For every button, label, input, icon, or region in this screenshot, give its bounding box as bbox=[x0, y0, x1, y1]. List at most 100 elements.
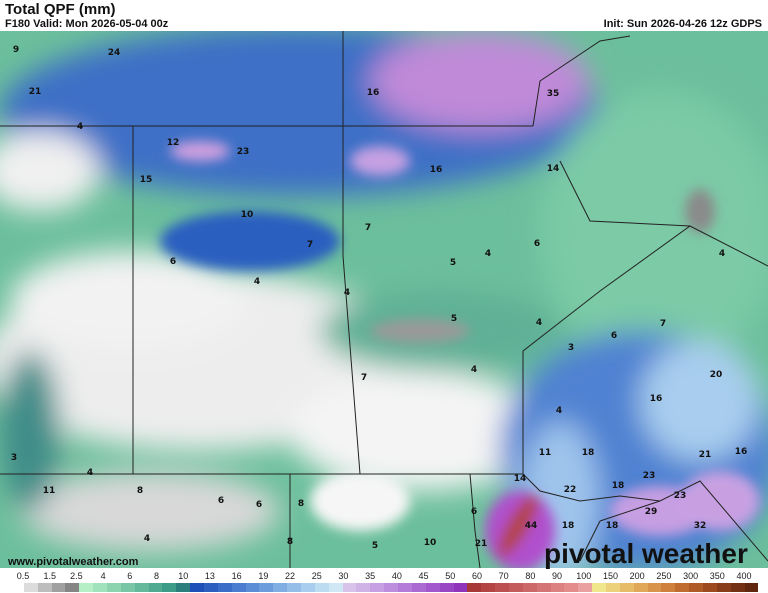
colorbar-swatch bbox=[190, 583, 205, 592]
precip-value-label: 21 bbox=[29, 87, 42, 97]
colorbar-swatch bbox=[647, 583, 662, 592]
colorbar-swatch bbox=[217, 583, 232, 592]
colorbar-label: 1.5 bbox=[43, 571, 56, 581]
precip-value-label: 4 bbox=[536, 318, 542, 328]
precip-value-label: 16 bbox=[735, 447, 748, 457]
colorbar-label: 6 bbox=[127, 571, 133, 581]
colorbar-labels: 0.5 1.5 2.5 4 6 8 10 13 16 19 22 25 30 35 40 45 50 60 70 80… bbox=[0, 571, 768, 582]
colorbar-label: 13 bbox=[204, 571, 215, 581]
colorbar-label: 25 bbox=[311, 571, 322, 581]
colorbar-swatch bbox=[675, 583, 690, 592]
colorbar-swatch bbox=[370, 583, 385, 592]
colorbar-swatch bbox=[564, 583, 579, 592]
precip-value-label: 4 bbox=[485, 249, 491, 259]
precip-value-label: 6 bbox=[256, 500, 262, 510]
border-line bbox=[0, 225, 768, 475]
colorbar-label: 16 bbox=[231, 571, 242, 581]
precip-value-label: 4 bbox=[556, 406, 562, 416]
colorbar-label: 10 bbox=[178, 571, 189, 581]
precip-value-label: 35 bbox=[547, 89, 560, 99]
colorbar-label: 250 bbox=[656, 571, 672, 581]
colorbar-swatch bbox=[384, 583, 399, 592]
border-line bbox=[522, 473, 768, 562]
precip-value-label: 23 bbox=[237, 147, 250, 157]
precip-value-label: 4 bbox=[87, 468, 93, 478]
colorbar-swatch bbox=[356, 583, 371, 592]
colorbar-label: 35 bbox=[365, 571, 376, 581]
colorbar-label: 0.5 bbox=[16, 571, 30, 581]
precip-value-label: 4 bbox=[77, 122, 83, 132]
colorbar-swatch bbox=[287, 583, 302, 592]
colorbar-swatch bbox=[522, 583, 537, 592]
init-time: Init: Sun 2026-04-26 12z GDPS bbox=[603, 18, 762, 30]
colorbar-swatch bbox=[148, 583, 163, 592]
colorbar-swatch bbox=[661, 583, 676, 592]
precip-value-label: 18 bbox=[582, 448, 595, 458]
precip-value-label: 7 bbox=[660, 319, 666, 329]
colorbar-swatch bbox=[93, 583, 108, 592]
precip-field bbox=[0, 31, 768, 568]
colorbar-swatch bbox=[508, 583, 523, 592]
colorbar-label: 19 bbox=[258, 571, 269, 581]
colorbar-swatch bbox=[592, 583, 606, 592]
colorbar-swatch bbox=[578, 583, 593, 592]
colorbar-label: 150 bbox=[602, 571, 618, 581]
border-line bbox=[469, 473, 481, 568]
precip-value-label: 23 bbox=[643, 471, 656, 481]
precip-value-label: 10 bbox=[424, 538, 437, 548]
colorbar-swatch bbox=[342, 583, 357, 592]
precip-value-label: 14 bbox=[514, 474, 527, 484]
colorbar-swatch bbox=[314, 583, 329, 592]
precip-value-label: 4 bbox=[344, 288, 350, 298]
colorbar-swatch bbox=[10, 583, 24, 592]
colorbar-swatch bbox=[328, 583, 343, 592]
colorbar bbox=[10, 583, 759, 592]
colorbar-label: 200 bbox=[629, 571, 645, 581]
colorbar-swatch bbox=[79, 583, 94, 592]
precip-value-label: 21 bbox=[699, 450, 712, 460]
precip-value-label: 7 bbox=[361, 373, 367, 383]
precip-value-label: 6 bbox=[218, 496, 224, 506]
precip-value-label: 6 bbox=[170, 257, 176, 267]
colorbar-label: 400 bbox=[736, 571, 752, 581]
precip-value-label: 11 bbox=[539, 448, 552, 458]
precip-value-label: 22 bbox=[564, 485, 577, 495]
colorbar-label: 80 bbox=[525, 571, 536, 581]
colorbar-swatch bbox=[495, 583, 509, 592]
colorbar-label: 90 bbox=[552, 571, 563, 581]
precip-value-label: 5 bbox=[451, 314, 457, 324]
colorbar-label: 30 bbox=[338, 571, 349, 581]
colorbar-swatch bbox=[550, 583, 565, 592]
colorbar-swatch bbox=[633, 583, 648, 592]
colorbar-swatch bbox=[481, 583, 496, 592]
precip-value-label: 32 bbox=[694, 521, 707, 531]
precip-value-label: 18 bbox=[612, 481, 625, 491]
colorbar-swatch bbox=[411, 583, 426, 592]
precip-value-label: 29 bbox=[645, 507, 658, 517]
colorbar-swatch bbox=[120, 583, 135, 592]
colorbar-label: 40 bbox=[391, 571, 402, 581]
precip-value-label: 7 bbox=[365, 223, 371, 233]
colorbar-label: 2.5 bbox=[70, 571, 83, 581]
precip-value-label: 11 bbox=[43, 486, 56, 496]
precip-value-label: 4 bbox=[471, 365, 477, 375]
precip-value-label: 9 bbox=[13, 45, 19, 55]
colorbar-label: 60 bbox=[471, 571, 482, 581]
colorbar-swatch bbox=[273, 583, 288, 592]
map-title: Total QPF (mm) bbox=[5, 1, 116, 18]
colorbar-label: 4 bbox=[100, 571, 106, 581]
precip-value-label: 14 bbox=[547, 164, 560, 174]
boundaries bbox=[0, 31, 768, 568]
colorbar-label: 8 bbox=[154, 571, 160, 581]
precip-value-label: 5 bbox=[450, 258, 456, 268]
precip-value-label: 4 bbox=[144, 534, 150, 544]
colorbar-swatch bbox=[605, 583, 620, 592]
precip-value-label: 15 bbox=[140, 175, 153, 185]
precip-value-label: 16 bbox=[367, 88, 380, 98]
colorbar-swatch bbox=[259, 583, 274, 592]
precip-value-label: 21 bbox=[475, 539, 488, 549]
colorbar-swatch bbox=[134, 583, 149, 592]
colorbar-swatch bbox=[425, 583, 440, 592]
